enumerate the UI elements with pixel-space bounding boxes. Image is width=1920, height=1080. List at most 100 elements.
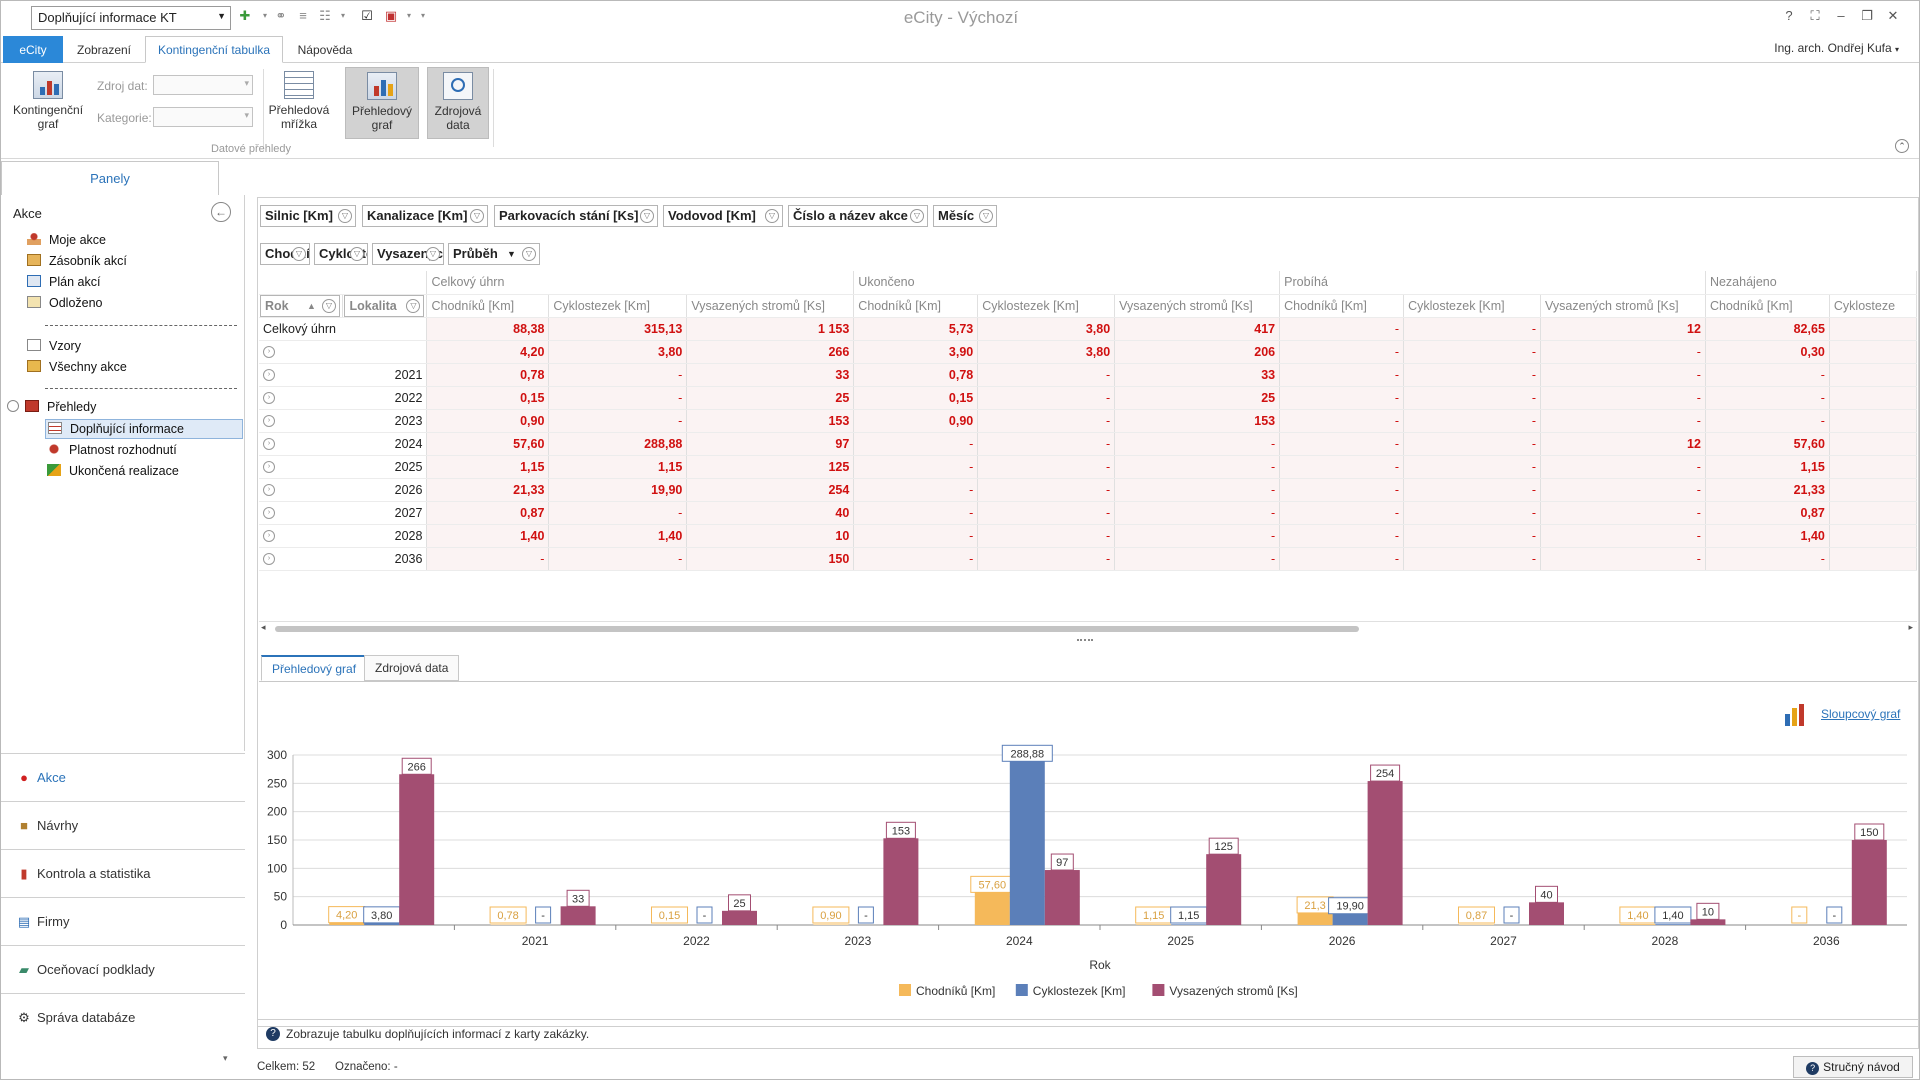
table-cell[interactable]: -: [1705, 409, 1830, 433]
collapse-ribbon-icon[interactable]: ⌃: [1895, 139, 1909, 153]
table-cell[interactable]: 417: [1114, 317, 1281, 341]
table-cell[interactable]: 3,80: [977, 340, 1116, 364]
tree-item-vsechny-akce[interactable]: Všechny akce: [27, 360, 127, 374]
table-cell[interactable]: 266: [686, 340, 855, 364]
pin-icon[interactable]: ✚: [239, 8, 251, 23]
filter-icon[interactable]: ▽: [765, 209, 779, 223]
zdroj-dat-combo[interactable]: [153, 75, 253, 95]
table-cell[interactable]: 0,90: [853, 409, 979, 433]
expand-icon[interactable]: ›: [263, 437, 275, 450]
tab-napoveda[interactable]: Nápověda: [297, 43, 353, 57]
chevron-down-icon[interactable]: ▾: [340, 11, 345, 20]
nav-akce[interactable]: ● Akce: [1, 753, 245, 801]
checkbox-icon[interactable]: ☑: [361, 8, 373, 23]
table-cell[interactable]: 254: [686, 478, 855, 502]
table-cell[interactable]: 0,78: [853, 363, 979, 387]
table-cell[interactable]: 3,80: [548, 340, 688, 364]
table-cell[interactable]: -: [977, 478, 1116, 502]
table-cell[interactable]: -: [853, 524, 979, 548]
table-cell[interactable]: 0,15: [853, 386, 979, 410]
table-cell[interactable]: 125: [686, 455, 855, 479]
filter-field-kanalizace[interactable]: Kanalizace [Km] ▽: [362, 205, 488, 227]
document-selector[interactable]: Doplňující informace KT ▼: [31, 6, 231, 30]
table-row[interactable]: Celkový úhrn 88,38 315,13 1 153 5,73 3,80 417-…: [259, 317, 1917, 341]
table-cell[interactable]: [1829, 363, 1917, 387]
table-cell[interactable]: [1829, 386, 1917, 410]
kontingencni-graf-button[interactable]: Kontingenční graf: [9, 67, 87, 139]
expand-icon[interactable]: ›: [263, 391, 275, 404]
chevron-down-icon[interactable]: ▾: [406, 11, 411, 20]
table-row[interactable]: › 2027 0,87-40- - - - - -0,87: [259, 501, 1917, 525]
table-cell[interactable]: 1,40: [426, 524, 550, 548]
align-icon[interactable]: ≡: [299, 8, 307, 23]
table-cell[interactable]: [1829, 340, 1917, 364]
table-cell[interactable]: -: [1403, 340, 1541, 364]
column-group-header[interactable]: Ukončeno: [853, 271, 1281, 295]
table-cell[interactable]: [1829, 432, 1917, 456]
nav-sprava-databaze[interactable]: ⚙ Správa databáze: [1, 993, 245, 1041]
table-cell[interactable]: -: [1540, 386, 1706, 410]
table-cell[interactable]: 5,73: [853, 317, 979, 341]
filter-icon[interactable]: ▽: [640, 209, 654, 223]
table-cell[interactable]: -: [1279, 432, 1405, 456]
table-cell[interactable]: -: [1279, 386, 1405, 410]
table-cell[interactable]: -: [853, 432, 979, 456]
customize-icon[interactable]: ▾: [420, 11, 425, 20]
column-group-header[interactable]: Nezahájeno: [1705, 271, 1917, 295]
column-group-header[interactable]: Celkový úhrn: [426, 271, 855, 295]
table-cell[interactable]: -: [1403, 524, 1541, 548]
fullscreen-icon[interactable]: ⛶: [1810, 8, 1820, 23]
user-menu[interactable]: Ing. arch. Ondřej Kufa ▾: [1774, 41, 1899, 55]
table-cell[interactable]: [1829, 409, 1917, 433]
tree-icon[interactable]: ☷: [319, 8, 331, 23]
filter-field-vodovod[interactable]: Vodovod [Km] ▽: [663, 205, 783, 227]
expand-icon[interactable]: ›: [263, 529, 275, 542]
expand-icon[interactable]: ›: [263, 552, 275, 565]
table-cell[interactable]: [1829, 524, 1917, 548]
calendar-icon[interactable]: ▣: [384, 8, 398, 23]
filter-field-parkovacich-stani[interactable]: Parkovacích stání [Ks] ▽: [494, 205, 658, 227]
table-cell[interactable]: 3,80: [977, 317, 1116, 341]
data-field-cyklostezek[interactable]: Cyklostezek [Km]▽: [314, 243, 368, 265]
table-cell[interactable]: -: [1279, 478, 1405, 502]
nav-kontrola-a-statistika[interactable]: ▮ Kontrola a statistika: [1, 849, 245, 897]
panels-tab[interactable]: Panely: [1, 161, 219, 195]
quick-guide-button[interactable]: ? Stručný návod: [1793, 1056, 1913, 1078]
table-cell[interactable]: 1,40: [1705, 524, 1830, 548]
tree-item-ukoncena-realizace[interactable]: Ukončená realizace: [47, 464, 179, 478]
table-cell[interactable]: 288,88: [548, 432, 688, 456]
measure-header[interactable]: Vysazených stromů [Ks]: [1114, 294, 1281, 318]
table-cell[interactable]: -: [426, 547, 550, 571]
table-cell[interactable]: -: [1403, 409, 1541, 433]
table-row[interactable]: › 2026 21,33 19,90 254- - - - - -21,33: [259, 478, 1917, 502]
table-cell[interactable]: [1829, 547, 1917, 571]
table-cell[interactable]: [1829, 317, 1917, 341]
table-cell[interactable]: -: [977, 524, 1116, 548]
expand-icon[interactable]: ›: [263, 483, 275, 496]
tab-prehledovy-graf[interactable]: Přehledový graf: [261, 655, 368, 681]
filter-icon[interactable]: ▽: [338, 209, 352, 223]
table-cell[interactable]: 0,90: [426, 409, 550, 433]
table-cell[interactable]: -: [1403, 363, 1541, 387]
row-header[interactable]: ›: [259, 340, 428, 364]
table-cell[interactable]: -: [1279, 547, 1405, 571]
table-cell[interactable]: -: [977, 432, 1116, 456]
table-cell[interactable]: 3,90: [853, 340, 979, 364]
table-cell[interactable]: -: [977, 455, 1116, 479]
table-cell[interactable]: -: [548, 409, 688, 433]
measure-header[interactable]: Chodníků [Km]: [426, 294, 550, 318]
table-cell[interactable]: -: [1540, 478, 1706, 502]
table-cell[interactable]: -: [548, 386, 688, 410]
table-cell[interactable]: -: [1403, 478, 1541, 502]
scroll-left-icon[interactable]: ◂: [261, 622, 266, 632]
table-cell[interactable]: -: [853, 501, 979, 525]
table-cell[interactable]: -: [1114, 501, 1281, 525]
table-cell[interactable]: 88,38: [426, 317, 550, 341]
table-cell[interactable]: -: [1540, 524, 1706, 548]
link-icon[interactable]: ⚭: [275, 8, 287, 23]
table-cell[interactable]: 315,13: [548, 317, 688, 341]
filter-icon[interactable]: ▽: [406, 298, 421, 313]
table-cell[interactable]: 33: [686, 363, 855, 387]
table-cell[interactable]: 1 153: [686, 317, 855, 341]
table-cell[interactable]: -: [1540, 363, 1706, 387]
